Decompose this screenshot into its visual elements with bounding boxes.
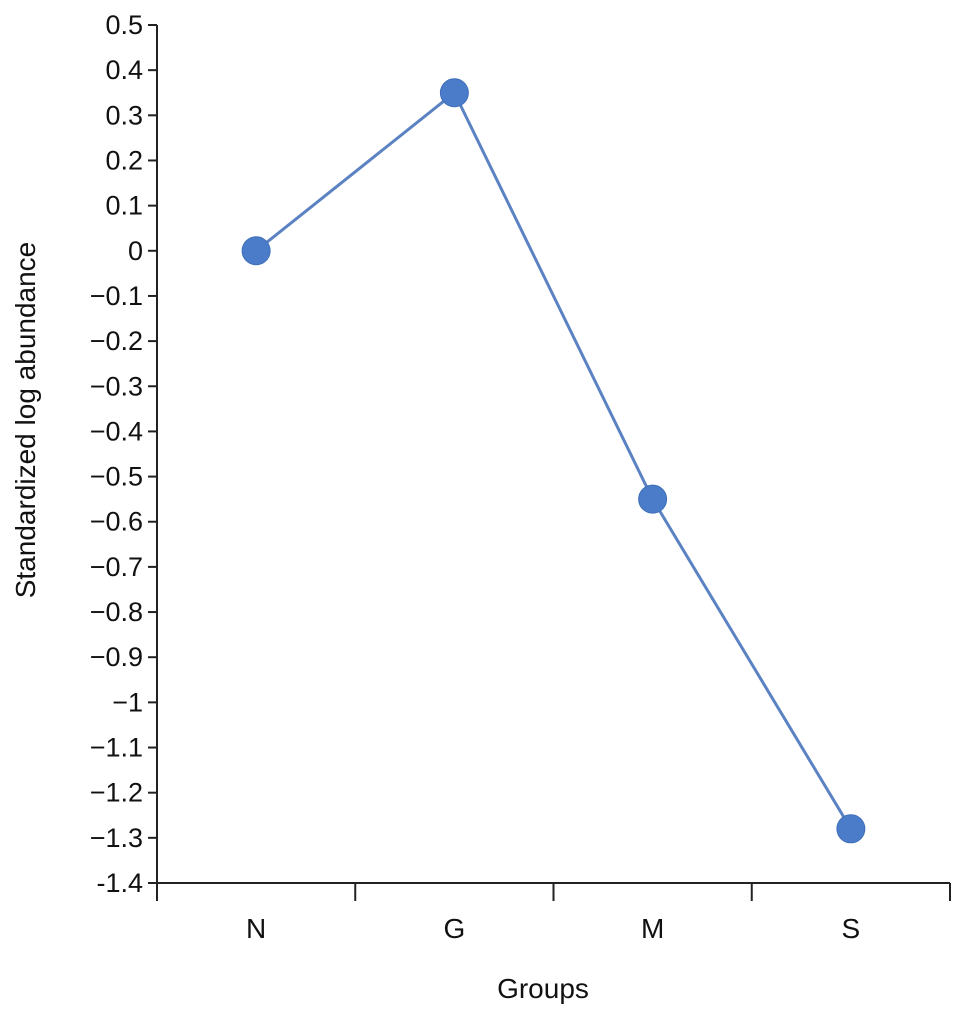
data-point-s (836, 814, 866, 844)
y-tick-label: −1.3 (90, 823, 143, 853)
y-axis-title: Standardized log abundance (10, 242, 41, 599)
series-line (255, 90, 853, 830)
y-tick-label: 0.2 (105, 145, 143, 175)
y-tick-label: −0.2 (90, 326, 143, 356)
y-tick-label: 0.1 (105, 191, 143, 221)
x-tick-label: M (641, 913, 664, 944)
y-tick-label: 0.4 (105, 55, 143, 85)
y-tick-label: −1.1 (90, 733, 143, 763)
y-tick-label: 0.5 (105, 10, 143, 40)
y-tick-label: 0 (128, 236, 143, 266)
data-point-m (638, 484, 668, 514)
x-tick-label: S (842, 913, 861, 944)
y-tick-label: −1 (112, 687, 143, 717)
y-axis: 0.5 0.4 0.3 0.2 0.1 0 −0.1 −0.2 −0.3 −0.4 −0.5 −0.6… (90, 10, 158, 898)
data-point-n (241, 236, 271, 266)
y-tick-label: −0.3 (90, 371, 143, 401)
y-tick-label: −0.6 (90, 507, 143, 537)
x-tick-label: N (246, 913, 266, 944)
x-axis-title: Groups (497, 973, 589, 1004)
y-tick-label: -1.4 (96, 868, 143, 898)
x-tick-label: G (443, 913, 465, 944)
y-tick-label: −1.2 (90, 778, 143, 808)
y-tick-label: 0.3 (105, 100, 143, 130)
series-layer (241, 78, 866, 844)
y-tick-label: −0.9 (90, 642, 143, 672)
y-tick-label: −0.8 (90, 597, 143, 627)
y-tick-label: −0.4 (90, 416, 143, 446)
y-tick-label: −0.7 (90, 552, 143, 582)
y-tick-label: −0.5 (90, 462, 143, 492)
data-point-g (439, 78, 469, 108)
y-tick-label: −0.1 (90, 281, 143, 311)
